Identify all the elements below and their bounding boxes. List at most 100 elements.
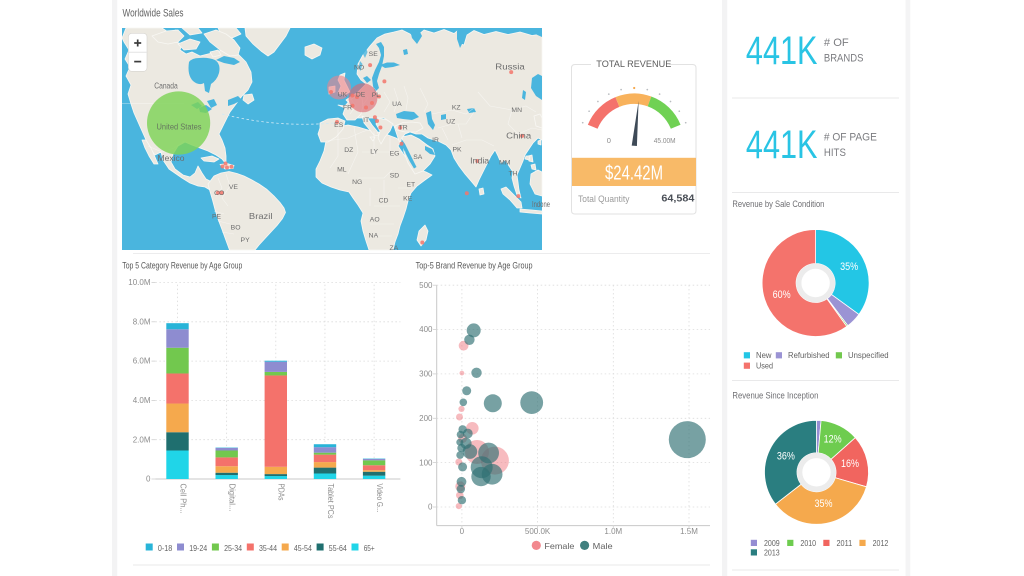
svg-text:55-64: 55-64: [329, 543, 347, 553]
svg-text:KE: KE: [403, 196, 413, 203]
svg-text:2013: 2013: [764, 547, 780, 557]
svg-text:$24.42M: $24.42M: [605, 162, 663, 185]
svg-text:CD: CD: [379, 198, 389, 205]
svg-text:SD: SD: [390, 173, 400, 180]
svg-text:UK: UK: [338, 92, 348, 99]
svg-text:Total Quantity: Total Quantity: [578, 194, 630, 205]
svg-text:PY: PY: [241, 237, 251, 244]
svg-text:Video G...: Video G...: [375, 484, 385, 513]
svg-text:Unspecified: Unspecified: [848, 350, 889, 360]
svg-text:6.0M: 6.0M: [133, 357, 151, 366]
svg-text:441K: 441K: [746, 29, 818, 73]
svg-text:Revenue by Sale Condition: Revenue by Sale Condition: [732, 199, 824, 210]
svg-text:United States: United States: [157, 122, 202, 131]
svg-text:AO: AO: [370, 217, 380, 224]
svg-text:CO: CO: [214, 190, 224, 197]
svg-text:PE: PE: [212, 214, 222, 221]
svg-text:200: 200: [419, 414, 433, 423]
svg-text:Revenue Since Inception: Revenue Since Inception: [732, 391, 818, 402]
svg-text:400: 400: [419, 325, 433, 334]
svg-text:441K: 441K: [746, 123, 818, 167]
svg-text:TR: TR: [399, 125, 408, 132]
svg-text:1.0M: 1.0M: [604, 527, 622, 536]
svg-text:Tablet PCs: Tablet PCs: [326, 484, 336, 519]
svg-text:500.0K: 500.0K: [525, 527, 551, 536]
svg-text:35%: 35%: [815, 498, 833, 510]
svg-text:45.00M: 45.00M: [654, 136, 676, 145]
svg-text:2010: 2010: [800, 538, 816, 548]
svg-text:10.0M: 10.0M: [128, 278, 151, 287]
svg-text:# OF PAGE: # OF PAGE: [824, 132, 877, 144]
svg-text:Top-5 Brand Revenue by Age Gro: Top-5 Brand Revenue by Age Group: [416, 260, 533, 271]
svg-text:35-44: 35-44: [259, 543, 277, 553]
svg-text:2012: 2012: [873, 538, 889, 548]
svg-text:FR: FR: [343, 104, 352, 111]
svg-text:Indone: Indone: [532, 199, 550, 209]
svg-text:300: 300: [419, 370, 433, 379]
svg-text:New: New: [756, 350, 772, 360]
svg-text:EG: EG: [390, 151, 400, 158]
svg-text:VE: VE: [229, 184, 239, 191]
svg-text:64,584: 64,584: [661, 194, 694, 205]
svg-text:Brazil: Brazil: [249, 211, 273, 221]
svg-text:0: 0: [428, 503, 433, 512]
svg-text:60%: 60%: [773, 289, 791, 301]
svg-text:MM: MM: [499, 159, 511, 166]
svg-text:KZ: KZ: [452, 104, 461, 111]
svg-text:25-34: 25-34: [224, 543, 242, 553]
svg-text:Used: Used: [756, 361, 773, 371]
svg-text:PL: PL: [372, 92, 381, 99]
svg-text:36%: 36%: [777, 451, 795, 463]
svg-text:Top 5 Category Revenue by Age: Top 5 Category Revenue by Age Group: [122, 260, 242, 271]
svg-text:2009: 2009: [764, 538, 780, 548]
svg-text:16%: 16%: [841, 458, 859, 470]
svg-text:Male: Male: [593, 541, 613, 551]
svg-text:ES: ES: [334, 122, 344, 129]
svg-text:IT: IT: [363, 117, 369, 124]
svg-text:Canada: Canada: [154, 81, 178, 91]
svg-text:500: 500: [419, 281, 433, 290]
svg-text:ZA: ZA: [390, 245, 399, 252]
svg-text:ET: ET: [406, 181, 415, 188]
svg-text:India: India: [470, 156, 489, 166]
svg-text:NA: NA: [369, 233, 379, 240]
svg-text:PK: PK: [452, 147, 462, 154]
svg-text:65+: 65+: [364, 543, 375, 553]
svg-text:8.0M: 8.0M: [133, 317, 151, 326]
svg-text:35%: 35%: [840, 261, 858, 273]
svg-text:BO: BO: [231, 225, 241, 232]
svg-text:12%: 12%: [824, 434, 842, 446]
svg-text:HITS: HITS: [824, 147, 846, 159]
svg-text:45-54: 45-54: [294, 543, 312, 553]
svg-text:BRANDS: BRANDS: [824, 53, 864, 65]
svg-text:China: China: [506, 130, 531, 140]
svg-text:UA: UA: [392, 101, 402, 108]
svg-text:DZ: DZ: [344, 147, 353, 154]
svg-text:SA: SA: [413, 154, 423, 161]
svg-text:1.5M: 1.5M: [680, 527, 698, 536]
svg-text:TH: TH: [508, 170, 517, 177]
svg-text:0: 0: [607, 136, 611, 145]
svg-text:0: 0: [460, 527, 465, 536]
svg-text:NO: NO: [354, 65, 364, 72]
svg-text:IR: IR: [432, 137, 439, 144]
svg-text:# OF: # OF: [824, 37, 849, 49]
svg-text:100: 100: [419, 458, 433, 467]
svg-text:Digital...: Digital...: [227, 484, 237, 512]
svg-text:19-24: 19-24: [189, 543, 207, 553]
svg-text:2.0M: 2.0M: [133, 435, 151, 444]
svg-text:DE: DE: [356, 91, 366, 98]
svg-text:Russia: Russia: [495, 62, 525, 72]
svg-text:4.0M: 4.0M: [133, 396, 151, 405]
svg-text:TOTAL REVENUE: TOTAL REVENUE: [596, 59, 671, 69]
svg-text:ML: ML: [337, 167, 347, 174]
svg-text:LY: LY: [370, 149, 378, 156]
svg-text:Refurbished: Refurbished: [788, 350, 830, 360]
svg-text:NG: NG: [352, 179, 362, 186]
svg-text:Mexico: Mexico: [158, 153, 185, 163]
svg-text:Cell Ph...: Cell Ph...: [178, 484, 188, 514]
svg-text:0-18: 0-18: [158, 543, 173, 553]
svg-text:2011: 2011: [837, 538, 853, 548]
svg-text:0: 0: [146, 475, 151, 484]
svg-text:PDAs: PDAs: [277, 484, 287, 501]
